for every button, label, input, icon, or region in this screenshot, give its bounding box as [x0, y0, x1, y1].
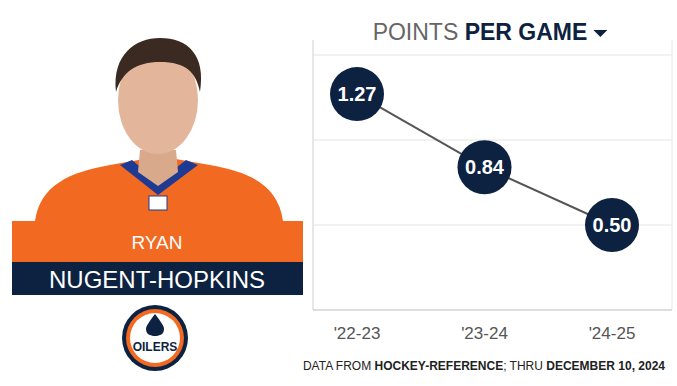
team-name: OILERS — [133, 340, 178, 354]
logo-ring — [126, 309, 184, 367]
title-part: PER GAME — [465, 19, 588, 45]
first-name: RYAN — [131, 232, 182, 253]
jersey-crest — [149, 196, 167, 210]
source-part: DATA FROM — [303, 359, 375, 373]
x-tick-label: '24-25 — [589, 324, 636, 343]
source-part: HOCKEY-REFERENCE — [374, 359, 503, 373]
data-label: 0.50 — [593, 214, 632, 236]
last-name: NUGENT-HOPKINS — [49, 266, 265, 293]
data-label: 1.27 — [338, 83, 377, 105]
logo-drop — [146, 314, 164, 336]
hair — [116, 38, 202, 92]
player-card: RYAN NUGENT-HOPKINS OILERS — [12, 38, 303, 371]
data-point — [330, 67, 384, 121]
plot-left-border — [313, 40, 314, 310]
data-label: 0.84 — [465, 156, 505, 178]
title: POINTS PER GAME — [373, 19, 588, 45]
x-tick-label: '22-23 — [334, 324, 381, 343]
title-part: POINTS — [373, 19, 465, 45]
player-photo — [35, 38, 283, 221]
data-line — [357, 94, 612, 225]
source-part: ; THRU — [503, 359, 546, 373]
logo-outer — [122, 305, 188, 371]
team-logo: OILERS — [122, 305, 188, 371]
plot-right-border — [672, 40, 673, 310]
last-name-banner — [12, 262, 303, 295]
neck — [138, 150, 178, 186]
source: DATA FROM HOCKEY-REFERENCE; THRU DECEMBE… — [303, 359, 665, 373]
grid-line — [313, 140, 672, 141]
first-name-banner — [12, 221, 303, 262]
grid — [313, 55, 672, 310]
data-labels: 1.27 0.84 0.50 — [338, 83, 632, 236]
x-tick-label: '23-24 — [461, 324, 508, 343]
logo-inner — [130, 313, 180, 363]
marks — [330, 67, 639, 252]
data-point — [458, 140, 512, 194]
x-axis-line — [313, 310, 672, 311]
grid-line — [313, 55, 672, 56]
dropdown-arrow — [593, 30, 607, 37]
data-point — [585, 198, 639, 252]
chart-root: RYAN NUGENT-HOPKINS OILERS '22-23 '23-24 '24-… — [0, 0, 677, 386]
source-part: DECEMBER 10, 2024 — [546, 359, 665, 373]
